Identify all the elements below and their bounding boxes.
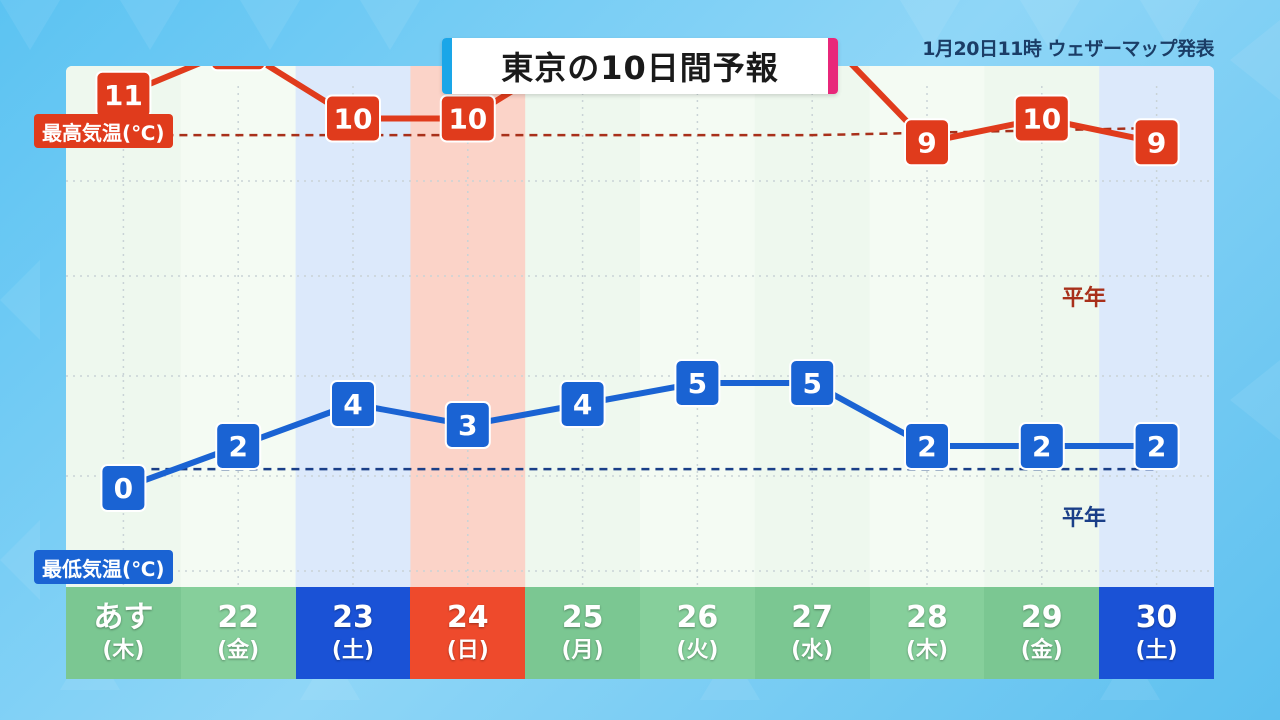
day-column xyxy=(410,66,526,587)
svg-text:11: 11 xyxy=(104,79,143,112)
day-column xyxy=(180,66,297,587)
day-of-week: (水) xyxy=(791,638,834,663)
svg-text:2: 2 xyxy=(1032,430,1051,463)
issued-timestamp: 1月20日11時 ウェザーマップ発表 xyxy=(922,38,1214,60)
svg-text:5: 5 xyxy=(688,367,707,400)
day-date: あす xyxy=(93,600,154,635)
day-label: 24 (日) xyxy=(410,587,526,679)
day-label: 28 (木) xyxy=(869,587,985,679)
day-date: 24 xyxy=(446,600,489,635)
max-temp-point: 9 xyxy=(1133,118,1180,167)
min-temp-point: 4 xyxy=(559,380,606,428)
svg-text:4: 4 xyxy=(343,388,362,421)
svg-text:2: 2 xyxy=(1147,430,1166,463)
chart-panel: 1113101013141491090243455222 xyxy=(66,66,1214,679)
max-temp-point: 9 xyxy=(904,118,950,167)
day-of-week: (金) xyxy=(1020,638,1063,663)
min-temp-point: 0 xyxy=(100,464,147,512)
chart-title-box: 東京の10日間予報 xyxy=(442,38,838,94)
svg-text:9: 9 xyxy=(917,126,936,159)
svg-text:10: 10 xyxy=(334,103,373,136)
day-of-week: (火) xyxy=(676,638,719,663)
svg-text:10: 10 xyxy=(448,103,487,136)
day-date: 23 xyxy=(332,600,374,635)
day-label: 22 (金) xyxy=(180,587,296,679)
day-column xyxy=(525,66,641,587)
max-temp-point: 13 xyxy=(210,66,266,72)
day-date: 29 xyxy=(1020,600,1063,635)
svg-text:4: 4 xyxy=(573,388,592,421)
max-normal-label: 平年 xyxy=(1062,286,1107,311)
svg-text:0: 0 xyxy=(114,472,133,505)
min-temp-point: 5 xyxy=(789,359,836,407)
day-date: 30 xyxy=(1135,600,1178,635)
day-label: 30 (土) xyxy=(1099,587,1214,679)
day-date: 22 xyxy=(217,600,260,635)
min-normal-label: 平年 xyxy=(1062,506,1107,531)
day-of-week: (日) xyxy=(446,638,489,663)
min-temp-point: 3 xyxy=(444,401,491,449)
max-temp-line xyxy=(122,66,1158,146)
day-of-week: (木) xyxy=(905,638,949,663)
min-temp-label: 最低気温(℃) xyxy=(34,550,173,584)
day-of-week: (土) xyxy=(1135,638,1178,663)
day-date: 28 xyxy=(906,600,948,635)
svg-text:9: 9 xyxy=(1147,126,1166,159)
max-temp-point: 10 xyxy=(1013,94,1070,143)
day-of-week: (月) xyxy=(561,638,604,663)
chart-title: 東京の10日間予報 xyxy=(501,49,779,87)
day-label: 26 (火) xyxy=(639,587,755,679)
day-of-week: (金) xyxy=(217,638,260,663)
svg-text:3: 3 xyxy=(458,409,477,442)
day-date: 27 xyxy=(791,600,834,635)
day-column xyxy=(640,66,756,587)
day-column xyxy=(295,66,411,587)
day-date: 26 xyxy=(676,600,719,635)
day-label: 27 (水) xyxy=(754,587,870,679)
svg-text:10: 10 xyxy=(1022,103,1061,136)
svg-text:2: 2 xyxy=(228,430,247,463)
forecast-chart: 1113101013141491090243455222 xyxy=(66,66,1214,587)
day-label: 23 (土) xyxy=(295,587,411,679)
day-axis: あす (木) 22 (金) 23 (土) 24 (日) 25 (月) 26 (火) 27 (水) 28 (木)… xyxy=(66,587,1214,679)
min-temp-point: 2 xyxy=(904,422,950,470)
max-temp-point: 10 xyxy=(325,94,381,143)
min-temp-point: 5 xyxy=(674,359,721,407)
day-of-week: (土) xyxy=(331,638,375,663)
min-temp-point: 2 xyxy=(1133,422,1180,470)
day-date: 25 xyxy=(561,600,604,635)
min-temp-point: 4 xyxy=(330,380,376,428)
max-temp-point: 10 xyxy=(439,94,496,143)
day-of-week: (木) xyxy=(102,638,145,663)
max-temp-point: 11 xyxy=(95,70,152,119)
day-label: あす (木) xyxy=(66,587,181,679)
min-temp-line xyxy=(122,380,1157,491)
min-temp-point: 2 xyxy=(215,422,262,470)
day-label: 25 (月) xyxy=(525,587,640,679)
day-label: 29 (金) xyxy=(984,587,1100,679)
svg-text:5: 5 xyxy=(802,367,821,400)
min-temp-point: 2 xyxy=(1018,422,1065,470)
max-temp-label: 最高気温(℃) xyxy=(34,114,173,148)
day-column xyxy=(754,66,871,587)
svg-text:2: 2 xyxy=(917,430,936,463)
